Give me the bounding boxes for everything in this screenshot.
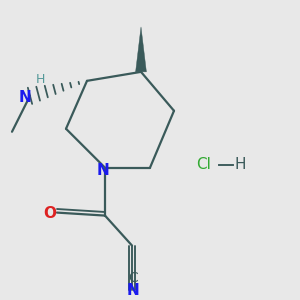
Text: C: C: [129, 272, 138, 286]
Text: H: H: [36, 73, 45, 86]
Text: Cl: Cl: [196, 157, 211, 172]
Polygon shape: [136, 27, 146, 72]
Text: H: H: [234, 157, 246, 172]
Text: O: O: [43, 206, 56, 221]
Text: N: N: [97, 163, 110, 178]
Text: N: N: [127, 283, 140, 298]
Text: N: N: [19, 90, 31, 105]
